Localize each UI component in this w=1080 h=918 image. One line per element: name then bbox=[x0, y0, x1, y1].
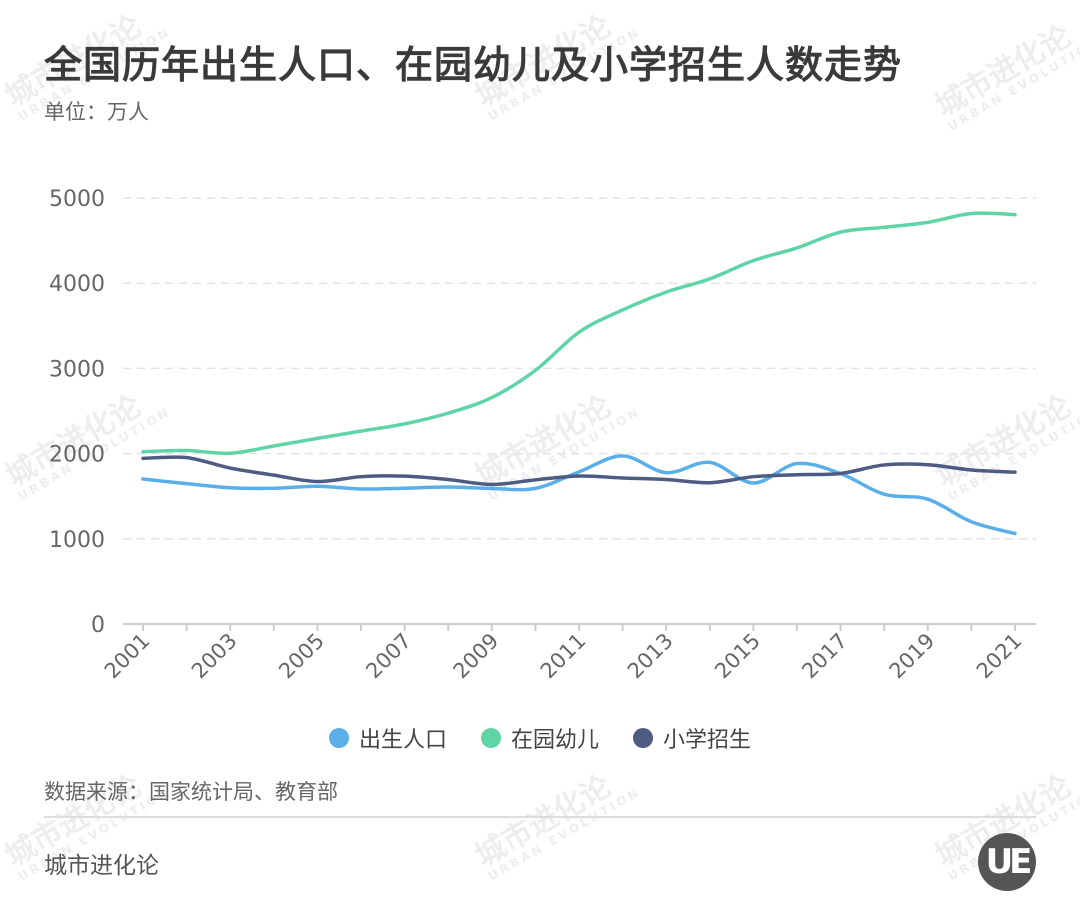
x-tick-label: 2019 bbox=[885, 629, 940, 684]
x-tick-label: 2007 bbox=[361, 629, 416, 684]
x-tick-label: 2011 bbox=[536, 629, 591, 684]
series-line-1 bbox=[141, 211, 1017, 456]
x-tick-label: 2005 bbox=[274, 629, 329, 684]
y-tick-label: 5000 bbox=[49, 187, 105, 212]
data-source: 数据来源：国家统计局、教育部 bbox=[44, 780, 338, 804]
x-tick-label: 2017 bbox=[797, 629, 852, 684]
legend-item-births[interactable]: 出生人口 bbox=[328, 722, 447, 754]
legend: 出生人口 在园幼儿 小学招生 bbox=[0, 722, 1080, 754]
series-line-0 bbox=[141, 454, 1017, 536]
y-tick-label: 3000 bbox=[49, 357, 105, 382]
x-tick-label: 2021 bbox=[972, 629, 1027, 684]
divider bbox=[44, 816, 1036, 818]
x-tick-label: 2009 bbox=[449, 629, 504, 684]
y-tick-label: 0 bbox=[91, 613, 105, 638]
legend-dot bbox=[480, 728, 501, 748]
legend-item-primary[interactable]: 小学招生 bbox=[633, 722, 751, 754]
series-line-2 bbox=[141, 455, 1017, 487]
unit-label: 单位：万人 bbox=[44, 100, 149, 124]
brand-logo: UE bbox=[978, 833, 1036, 891]
y-tick-label: 4000 bbox=[49, 272, 105, 297]
legend-label: 在园幼儿 bbox=[510, 728, 599, 753]
legend-dot bbox=[328, 728, 349, 748]
legend-dot bbox=[633, 728, 653, 748]
logo-text: UE bbox=[985, 842, 1033, 882]
chart-title: 全国历年出生人口、在园幼儿及小学招生人数走势 bbox=[44, 43, 903, 87]
y-tick-label: 1000 bbox=[49, 528, 105, 553]
x-tick-label: 2013 bbox=[623, 629, 678, 684]
x-tick-label: 2015 bbox=[710, 629, 765, 684]
legend-label: 小学招生 bbox=[663, 728, 752, 753]
x-tick-label: 2001 bbox=[100, 629, 155, 684]
footer-brand: 城市进化论 bbox=[44, 853, 159, 879]
x-tick-label: 2003 bbox=[187, 629, 242, 684]
y-tick-label: 2000 bbox=[49, 443, 105, 468]
legend-label: 出生人口 bbox=[358, 728, 447, 753]
legend-item-kindergarten[interactable]: 在园幼儿 bbox=[480, 722, 599, 754]
